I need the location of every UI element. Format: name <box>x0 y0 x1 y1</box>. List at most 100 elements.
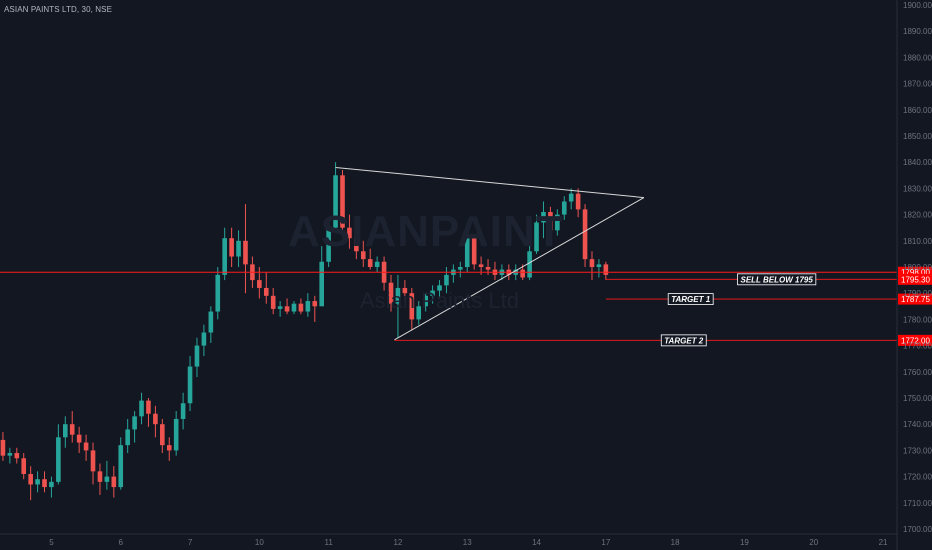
candle-body <box>146 400 151 414</box>
candle-body <box>464 238 470 267</box>
candle <box>492 261 498 281</box>
candle-body <box>395 287 401 304</box>
candle <box>111 466 117 498</box>
level-badge-value: 1772.00 <box>901 336 930 345</box>
candle-body <box>298 303 304 312</box>
candle <box>97 463 103 495</box>
level-tag: TARGET 1 <box>667 293 714 305</box>
candle <box>541 201 546 239</box>
candle <box>139 392 144 425</box>
candle-body <box>215 274 221 312</box>
price-tick-label: 1900.00 <box>903 1 932 10</box>
time-tick-label: 7 <box>188 538 193 547</box>
candle <box>208 306 214 343</box>
candle <box>153 405 158 438</box>
candle-body <box>347 227 352 239</box>
candle <box>603 261 609 281</box>
level-badge-bg <box>898 293 932 305</box>
level-tag-text: TARGET 2 <box>664 336 704 345</box>
candle-body <box>534 222 539 252</box>
candle-body <box>520 269 525 278</box>
candle <box>423 293 428 312</box>
candle <box>270 287 276 315</box>
time-tick-label: 12 <box>393 538 402 547</box>
price-tick-label: 1740.00 <box>903 420 932 429</box>
time-tick-label: 21 <box>879 538 888 547</box>
candle <box>596 259 602 278</box>
candle-body <box>340 175 345 228</box>
candle-body <box>257 280 262 288</box>
candle <box>360 240 366 267</box>
candle <box>548 206 553 239</box>
time-tick-label: 19 <box>740 538 749 547</box>
candle-body <box>208 311 214 333</box>
price-tick-label: 1730.00 <box>903 446 932 455</box>
level-tag-text: TARGET 1 <box>671 295 711 304</box>
candle <box>416 301 422 325</box>
candle <box>194 337 200 378</box>
candle <box>430 285 435 304</box>
candle <box>367 248 373 270</box>
price-tick-label: 1840.00 <box>903 158 932 167</box>
candle-body <box>354 238 359 252</box>
price-tick-label: 1880.00 <box>903 53 932 62</box>
candle-body <box>430 290 435 296</box>
candle <box>187 356 193 412</box>
candle-body <box>97 471 103 482</box>
current-price-badge: 1798.00 <box>898 266 932 278</box>
candle-body <box>63 424 68 438</box>
candle-body <box>555 214 560 231</box>
level-tag: SELL BELOW 1795 <box>737 273 817 286</box>
candle <box>28 466 33 501</box>
candle <box>561 196 567 220</box>
candle-body <box>367 259 373 267</box>
price-tick-label: 1700.00 <box>903 525 932 534</box>
time-tick-label: 18 <box>671 538 680 547</box>
candle-body <box>416 306 422 320</box>
candle-body <box>541 211 546 223</box>
time-axis[interactable]: 5 6 7 10 11 12 13 14 17 18 19 20 21 <box>0 533 897 547</box>
candle-body <box>69 424 75 435</box>
candle <box>409 287 415 330</box>
candle <box>354 230 359 260</box>
candle-body <box>166 445 172 451</box>
price-tick-label: 1800.00 <box>903 263 932 272</box>
price-tick-label: 1760.00 <box>903 368 932 377</box>
candle <box>201 324 207 357</box>
level-badge-bg <box>898 273 932 285</box>
price-tick-label: 1820.00 <box>903 211 932 220</box>
candle-body <box>125 429 130 446</box>
candle <box>437 280 442 299</box>
candle-body <box>270 295 276 309</box>
candle <box>56 424 61 485</box>
candle <box>21 453 27 480</box>
candle-body <box>90 450 96 472</box>
candle <box>83 434 89 461</box>
price-axis[interactable]: 1700.00 1710.00 1720.00 1730.00 1740.00 1750.… <box>896 0 932 550</box>
candle <box>555 209 560 236</box>
candle <box>42 471 47 493</box>
candle <box>243 204 248 294</box>
candle-body <box>263 287 269 296</box>
level-badge-value: 1795.30 <box>901 275 930 284</box>
candle-body <box>561 201 567 215</box>
candle-body <box>444 274 449 286</box>
candle-body <box>49 481 54 488</box>
price-tick-label: 1860.00 <box>903 106 932 115</box>
candle-body <box>388 282 394 304</box>
candle <box>471 235 477 270</box>
candle-body <box>485 267 491 270</box>
candle <box>132 411 137 443</box>
candle-body <box>111 476 117 488</box>
level-tag-text: SELL BELOW 1795 <box>741 275 814 284</box>
candle <box>582 204 588 267</box>
candle-body <box>423 295 428 307</box>
candle <box>160 418 165 454</box>
current-price-badge-bg <box>898 266 932 278</box>
candle-body <box>305 301 311 312</box>
candle <box>277 301 283 317</box>
price-tick-label: 1810.00 <box>903 237 932 246</box>
candle <box>284 298 290 315</box>
level-tag: TARGET 2 <box>660 334 707 347</box>
